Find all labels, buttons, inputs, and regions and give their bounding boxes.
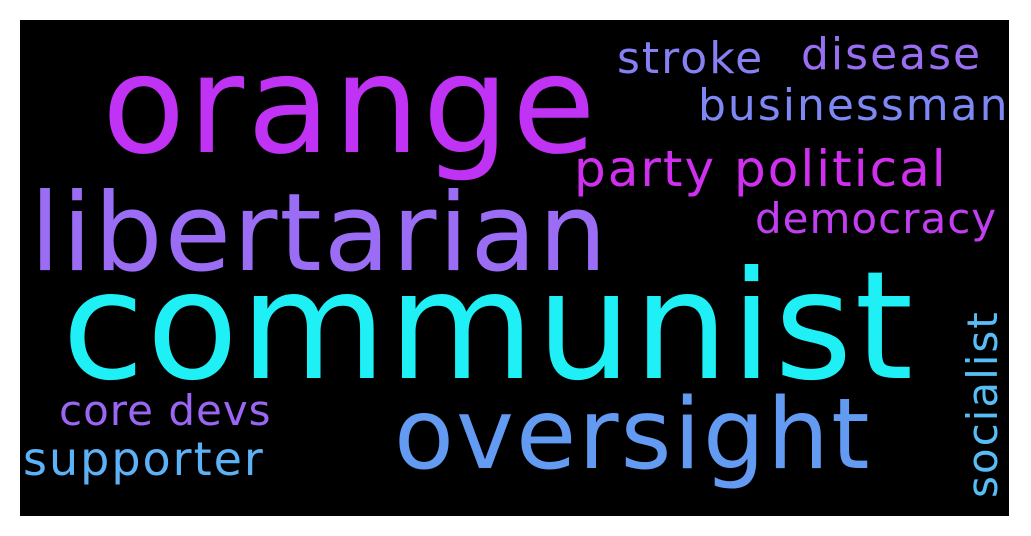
word-orange: orange (102, 27, 599, 185)
word-oversight: oversight (394, 378, 872, 492)
word-businessman: businessman (698, 80, 1009, 131)
word-disease: disease (801, 29, 983, 80)
word-supporter: supporter (23, 432, 265, 486)
word-core-devs: core devs (59, 386, 272, 435)
word-communist: communist (62, 240, 916, 414)
word-party-political: party political (574, 140, 948, 198)
word-libertarian: libertarian (30, 171, 609, 296)
word-cloud-canvas: orange libertarian communist oversight s… (20, 20, 1009, 516)
word-democracy: democracy (755, 194, 998, 243)
word-stroke: stroke (617, 33, 765, 84)
word-socialist: socialist (958, 310, 1007, 498)
